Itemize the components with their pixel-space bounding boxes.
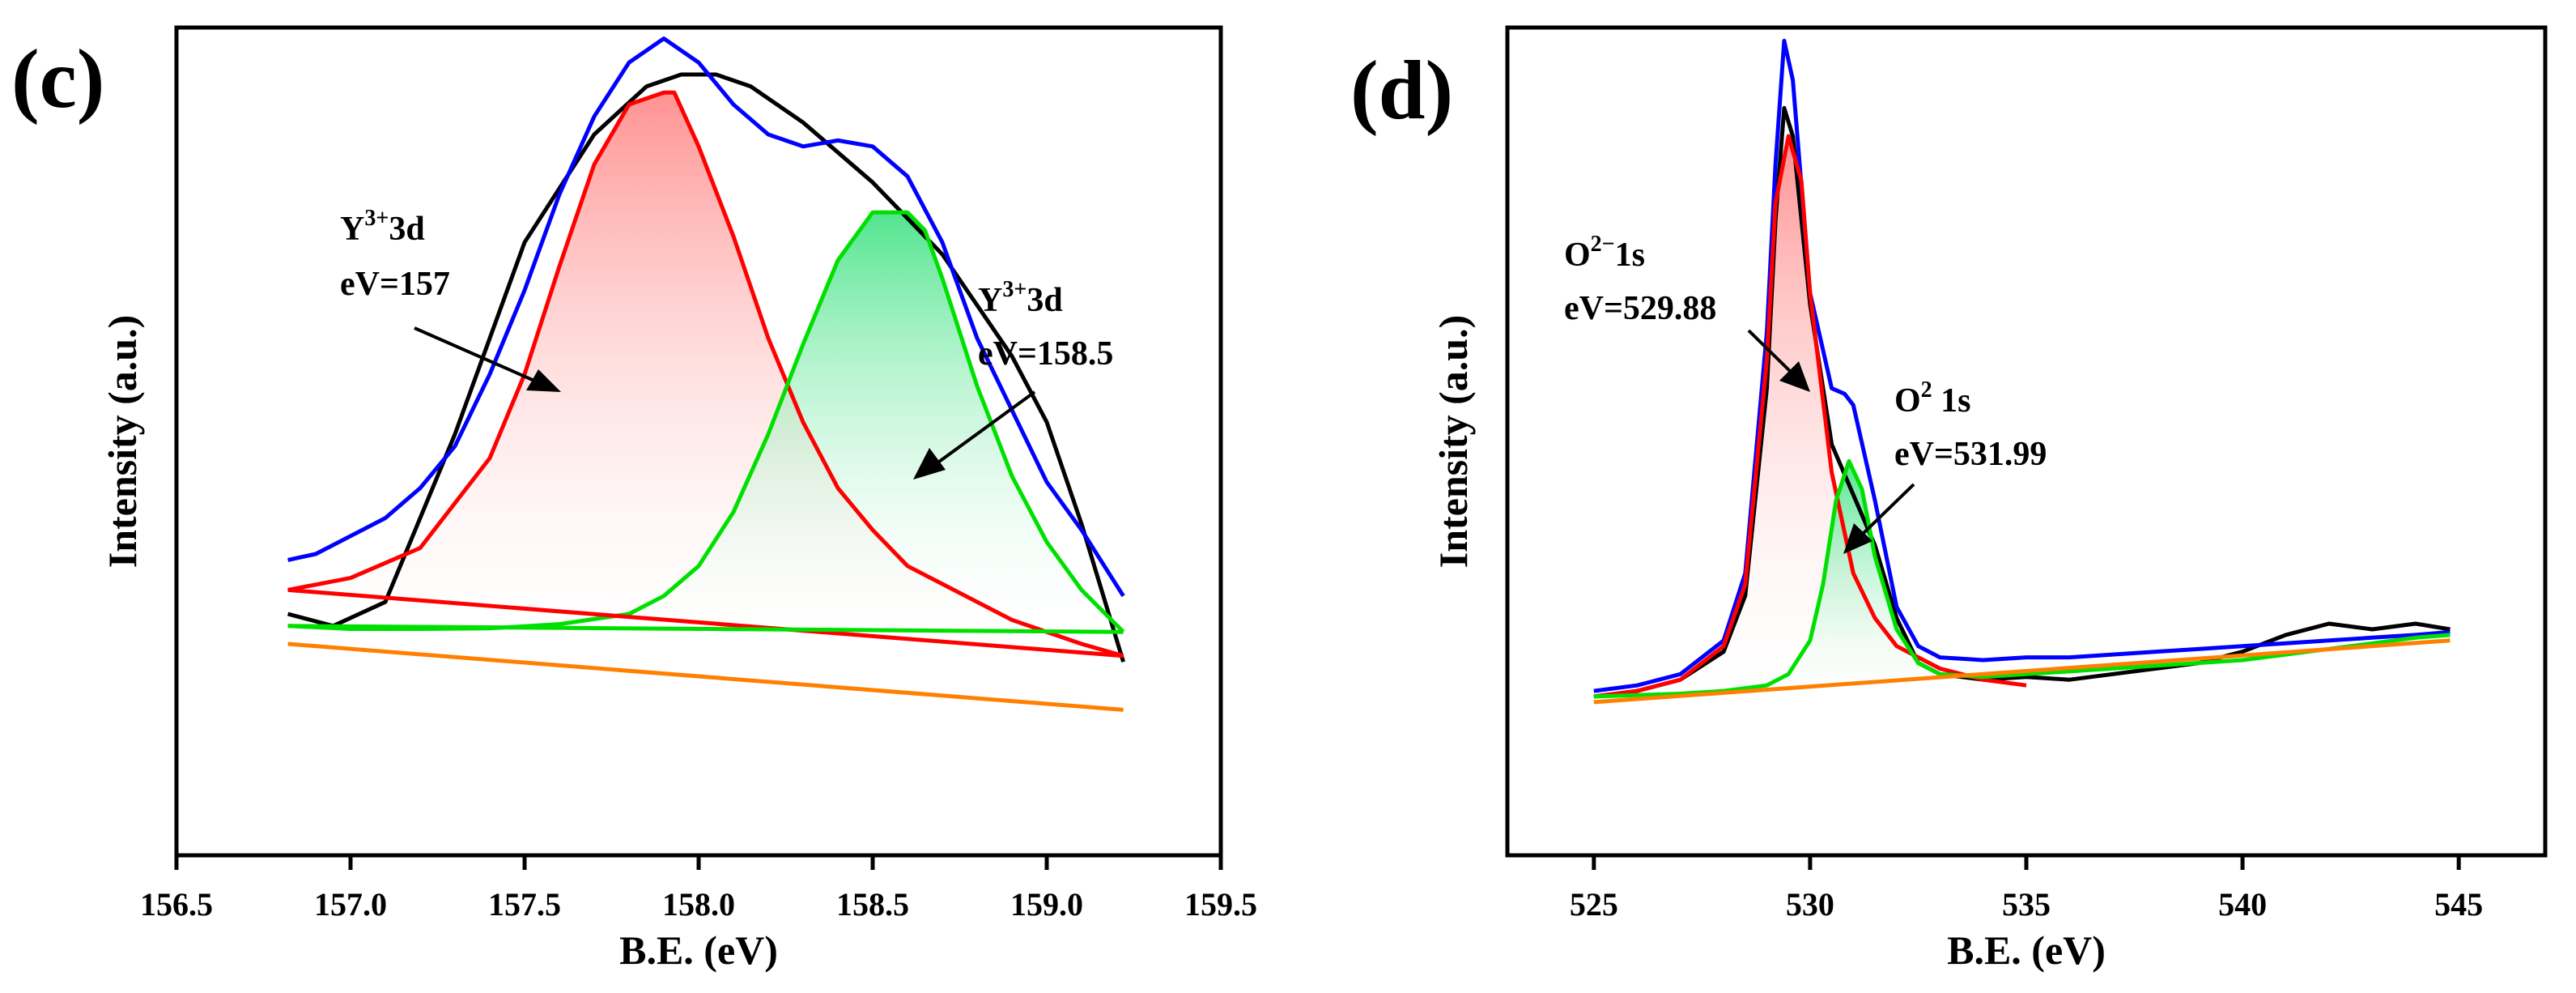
panel-c-series-line-1 — [287, 72, 1125, 663]
panel-d-annotation-2-line1: O2 1s — [1894, 377, 1971, 420]
panel-c-x-tick-label-3: 157.5 — [488, 886, 561, 923]
panel-d-x-tick-label-2: 530 — [1786, 886, 1834, 923]
panel-c-annotation-2-arrowhead — [913, 448, 946, 479]
panel-d-letter: (d) — [1350, 44, 1453, 137]
panel-d-x-tick-label-5: 545 — [2434, 886, 2483, 923]
panel-c-annotation-1-arrowhead — [526, 369, 561, 392]
panel-c-x-ticks: 156.5 157.0 157.5 158.0 158.5 159.0 159.5 — [140, 855, 1257, 923]
panel-c-annotation-2-line2: eV=158.5 — [978, 335, 1113, 373]
panel-d: (d) 525 530 535 540 545 B.E. (eV) Intensity … — [1350, 25, 2548, 973]
panel-c-x-tick-label-2: 157.0 — [314, 886, 387, 923]
panel-c-series-line-5 — [287, 641, 1124, 712]
panel-c-series-line-2 — [287, 36, 1125, 598]
panel-d-annotation-1-arrowhead — [1779, 361, 1810, 392]
panel-c-x-tick-label-1: 156.5 — [140, 886, 213, 923]
panel-c-peak-fills — [287, 92, 1124, 656]
panel-d-series-lines — [1593, 38, 2451, 705]
panel-c-x-tick-label-5: 158.5 — [836, 886, 909, 923]
panel-c-y-axis-title: Intensity (a.u.) — [100, 315, 145, 569]
panel-d-y-axis-title: Intensity (a.u.) — [1430, 315, 1476, 569]
panel-c-annotation-2-arrow — [937, 390, 1036, 463]
panel-d-annotation-2-line2: eV=531.99 — [1894, 436, 2047, 473]
panel-c-peak-fill-1 — [287, 92, 1124, 656]
panel-c-peak-fill-2 — [287, 212, 1124, 633]
panel-d-series-line-4 — [1593, 458, 2451, 699]
panel-c-x-tick-label-7: 159.5 — [1184, 886, 1257, 923]
panel-c-series-line-6 — [287, 587, 1124, 658]
panel-c-x-tick-label-6: 159.0 — [1010, 886, 1083, 923]
panel-c-annotation-2-line1: Y3+3d — [978, 277, 1063, 319]
panel-c-annotation-1-line1: Y3+3d — [340, 206, 425, 248]
panel-d-annotation-1-arrow — [1747, 329, 1795, 376]
panel-d-x-tick-label-1: 525 — [1570, 886, 1618, 923]
panel-d-x-tick-label-4: 540 — [2218, 886, 2267, 923]
panel-c-series-line-7 — [287, 624, 1124, 634]
panel-c-series-line-3 — [287, 90, 1124, 658]
panel-d-x-tick-label-3: 535 — [2002, 886, 2051, 923]
panel-d-x-axis-title: B.E. (eV) — [1947, 927, 2106, 973]
panel-d-annotation-2-arrow — [1860, 483, 1915, 536]
panel-c-x-tick-label-4: 158.0 — [662, 886, 735, 923]
panel-d-annotation-2-arrowhead — [1843, 523, 1872, 554]
panel-d-series-line-1 — [1593, 105, 2451, 699]
panel-c-annotation-1-arrow — [414, 326, 535, 382]
panel-c-x-axis-title: B.E. (eV) — [619, 927, 778, 973]
panel-d-peak-fill-1 — [1593, 136, 2026, 702]
panel-c-series-lines — [287, 36, 1125, 712]
panel-c-letter: (c) — [11, 32, 104, 126]
panel-c-annotation-1-line2: eV=157 — [340, 266, 450, 303]
panel-d-x-ticks: 525 530 535 540 545 — [1570, 855, 2483, 923]
panel-d-annotation-1-line1: O2−1s — [1564, 232, 1645, 274]
panel-c: (c) 156.5 157.0 157.5 158.0 158.5 159.0 159.5 … — [11, 25, 1257, 973]
panel-d-annotation-1-line2: eV=529.88 — [1564, 290, 1716, 327]
panel-d-series-line-2 — [1593, 38, 2451, 693]
panel-d-peak-fills — [1593, 136, 2451, 702]
panel-d-series-line-5 — [1593, 638, 2451, 705]
